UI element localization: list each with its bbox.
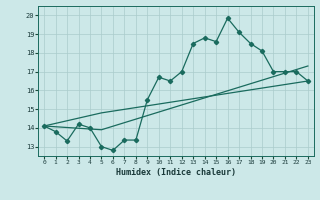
X-axis label: Humidex (Indice chaleur): Humidex (Indice chaleur) <box>116 168 236 177</box>
